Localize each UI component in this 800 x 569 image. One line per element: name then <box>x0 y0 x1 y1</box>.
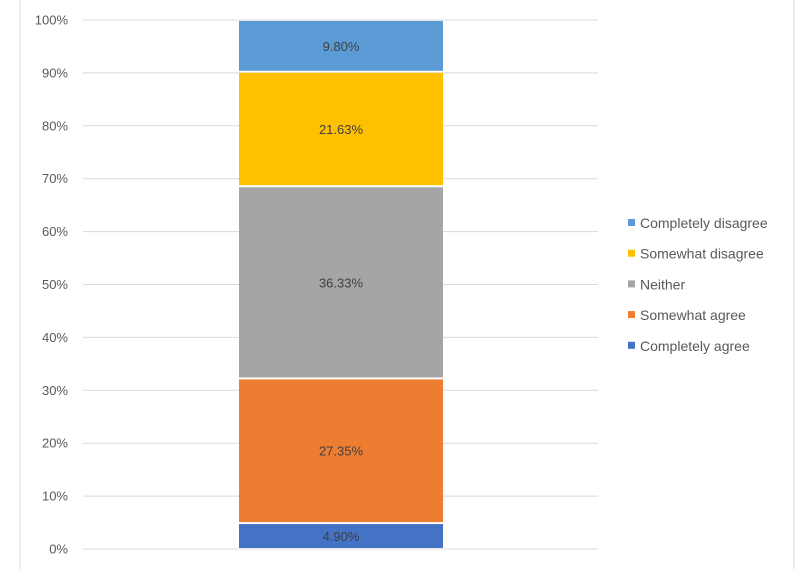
legend-swatch <box>628 311 635 319</box>
y-tick-label: 90% <box>42 65 68 80</box>
y-tick-label: 40% <box>42 330 68 345</box>
y-tick-label: 20% <box>42 436 68 451</box>
data-label: 27.35% <box>319 444 364 459</box>
y-tick-label: 70% <box>42 171 68 186</box>
y-tick-label: 0% <box>49 542 68 557</box>
legend-swatch <box>628 341 635 349</box>
bar-segment <box>239 379 443 523</box>
data-label: 36.33% <box>319 275 364 290</box>
data-label: 21.63% <box>319 122 364 137</box>
bar-segment <box>239 524 443 548</box>
bar-segment <box>239 72 443 186</box>
legend-swatch <box>628 280 635 288</box>
bar-segment <box>239 20 443 71</box>
bar-segment <box>239 187 443 378</box>
legend-swatch <box>628 219 635 226</box>
data-label: 4.90% <box>323 529 360 544</box>
legend-entry: Completely agree <box>640 338 750 354</box>
y-tick-label: 50% <box>42 277 68 292</box>
y-tick-label: 100% <box>35 13 69 28</box>
legend-entry: Neither <box>640 276 685 292</box>
legend-swatch <box>628 249 635 257</box>
data-label: 9.80% <box>323 39 360 54</box>
y-tick-label: 80% <box>42 118 68 133</box>
legend-entry: Completely disagree <box>640 215 768 231</box>
y-tick-label: 60% <box>42 224 68 239</box>
legend-entry: Somewhat disagree <box>640 246 764 262</box>
legend-entry: Somewhat agree <box>640 307 746 323</box>
y-tick-label: 10% <box>42 489 68 504</box>
y-tick-label: 30% <box>42 383 68 398</box>
